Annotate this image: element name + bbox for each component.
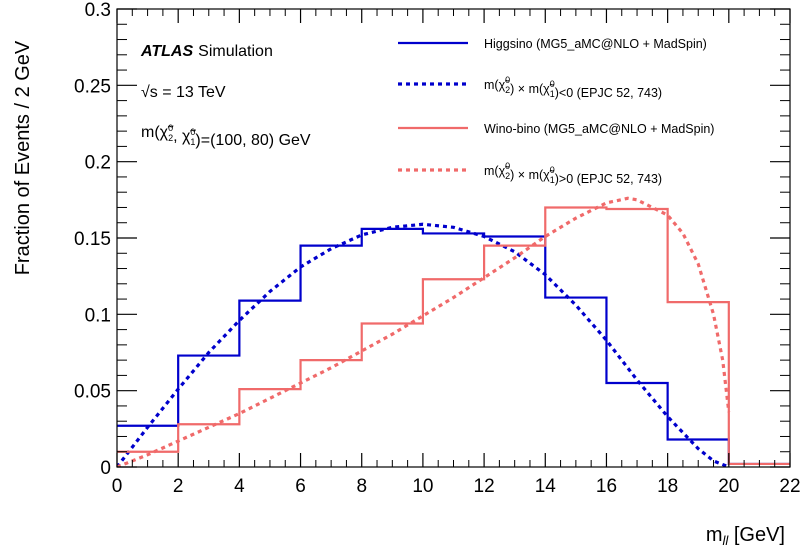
mass-point-label: m(χ̃0 2, χ̃0 1)=(100, 80) GeV: [141, 123, 311, 149]
y-tick-label: 0.05: [74, 382, 111, 403]
atlas-status: Simulation: [198, 43, 273, 60]
legend-superscript: 0: [505, 161, 510, 171]
legend-subscript: 2: [168, 133, 173, 143]
legend-symbol-chi: χ̃: [499, 164, 511, 178]
x-tick-label: 4: [234, 476, 245, 497]
energy-label: √s = 13 TeV: [141, 84, 226, 101]
legend-subscript: 1: [190, 137, 195, 147]
x-tick-label: 0: [112, 476, 123, 497]
legend-text-part: ) × m(: [510, 168, 544, 182]
series-1-curve: [117, 222, 730, 467]
legend-text-part: )>0 (EPJC 52, 743): [555, 172, 662, 186]
y-tick-label: 0: [100, 458, 111, 479]
legend-text-part: ) × m(: [510, 82, 544, 96]
legend-text-part: m(: [141, 124, 160, 141]
legend-symbol-chi: χ̃: [543, 168, 555, 182]
x-tick-label: 10: [412, 476, 433, 497]
atlas-label: ATLAS Simulation: [140, 43, 273, 60]
x-tick-label: 18: [657, 476, 678, 497]
y-axis-title: Fraction of Events / 2 GeV: [12, 40, 34, 275]
x-tick-label: 12: [474, 476, 495, 497]
legend-text-part: ,: [173, 128, 182, 145]
y-tick-label: 0.25: [74, 76, 111, 97]
legend-label-1: m(χ̃0 2) × m(χ̃0 1)<0 (EPJC 52, 743): [484, 75, 662, 100]
x-tick-label: 16: [596, 476, 617, 497]
atlas-experiment: ATLAS: [140, 43, 193, 60]
x-tick-label: 6: [295, 476, 306, 497]
axes: 0 2 4 6 8 10 12 14 16 18 20 2200.050.10.150.20.250.…: [74, 0, 801, 497]
legend-symbol-chi: χ̃: [499, 78, 511, 92]
legend-superscript: 0: [550, 79, 555, 89]
legend-subscript: 2: [505, 171, 510, 181]
legend-superscript: 0: [168, 123, 173, 133]
info-box: ATLAS Simulation √s = 13 TeV m(χ̃0 2, χ̃0 1…: [140, 43, 311, 149]
x-axis-title-subscript: ll: [723, 533, 730, 548]
legend: Higgsino (MG5_aMC@NLO + MadSpin)m(χ̃0 2) …: [398, 37, 714, 186]
legend-superscript: 0: [550, 165, 555, 175]
y-tick-label: 0.1: [85, 305, 111, 326]
legend-label-0: Higgsino (MG5_aMC@NLO + MadSpin): [484, 37, 707, 51]
x-tick-label: 2: [173, 476, 184, 497]
y-tick-label: 0.2: [85, 153, 111, 174]
legend-text-part: m(: [484, 78, 499, 92]
legend-text-part: m(: [484, 164, 499, 178]
legend-subscript: 1: [550, 175, 555, 185]
x-tick-label: 8: [356, 476, 367, 497]
legend-text-part: Higgsino (MG5_aMC@NLO + MadSpin): [484, 37, 707, 51]
legend-superscript: 0: [505, 75, 510, 85]
y-tick-label: 0.3: [85, 0, 111, 21]
legend-superscript: 0: [190, 127, 195, 137]
x-axis-title-symbol: m: [706, 524, 723, 546]
legend-subscript: 1: [550, 89, 555, 99]
x-tick-label: 22: [779, 476, 800, 497]
series-0-histogram: [117, 227, 790, 466]
x-tick-label: 14: [535, 476, 557, 497]
series-layer: [117, 196, 790, 467]
legend-text-part: )<0 (EPJC 52, 743): [555, 86, 662, 100]
legend-label-3: m(χ̃0 2) × m(χ̃0 1)>0 (EPJC 52, 743): [484, 161, 662, 186]
y-tick-label: 0.15: [74, 229, 111, 250]
series-2-histogram: [117, 206, 790, 466]
legend-subscript: 2: [505, 85, 510, 95]
legend-label-2: Wino-bino (MG5_aMC@NLO + MadSpin): [484, 122, 714, 136]
x-axis-title: mll [GeV]: [706, 524, 785, 548]
legend-symbol-chi: χ̃: [543, 82, 555, 96]
x-tick-label: 20: [718, 476, 739, 497]
x-axis-title-unit: [GeV]: [728, 524, 785, 546]
legend-text-part: )=(100, 80) GeV: [195, 132, 311, 149]
legend-text-part: Wino-bino (MG5_aMC@NLO + MadSpin): [484, 122, 714, 136]
